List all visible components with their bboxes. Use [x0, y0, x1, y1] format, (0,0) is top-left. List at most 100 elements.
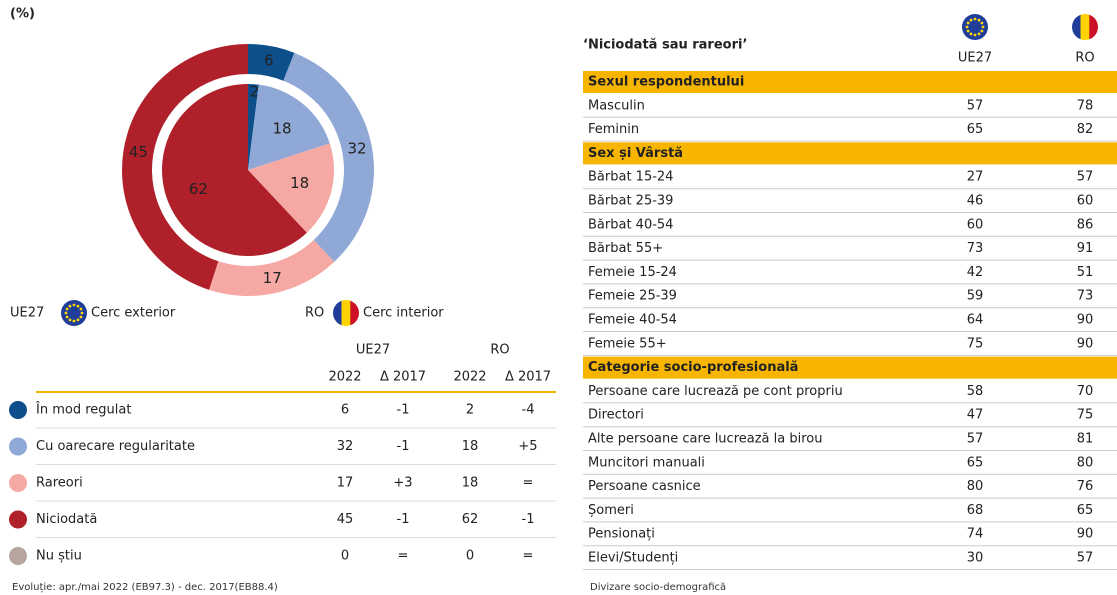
ro-flag: [1072, 14, 1098, 40]
table-value: 2: [466, 403, 474, 418]
table-value: 75: [1077, 408, 1094, 423]
row-label: Masculin: [588, 98, 645, 113]
table-value: 65: [967, 122, 984, 137]
table-value: 73: [967, 241, 984, 256]
table-value: 74: [967, 527, 984, 542]
category-label: Cu oarecare regularitate: [36, 439, 195, 454]
table-value: 0: [341, 549, 349, 564]
legend-swatch: [9, 437, 27, 456]
data-label: 6: [264, 51, 274, 69]
donut-segment: [248, 44, 295, 81]
section-band: [583, 356, 1117, 379]
legend-label: RO: [305, 306, 324, 321]
donut-segment: [209, 239, 335, 296]
table-value: 90: [1077, 527, 1094, 542]
row-label: Bărbat 15-24: [588, 170, 673, 185]
row-label: Persoane casnice: [588, 479, 701, 494]
table-value: 18: [462, 476, 479, 491]
legend-label: Cerc exterior: [91, 306, 176, 321]
footnote: Divizare socio-demografică: [590, 582, 726, 593]
table-value: 76: [1077, 479, 1094, 494]
table-delta: -1: [397, 512, 410, 527]
table-value: 57: [967, 432, 984, 447]
table-delta: =: [398, 549, 409, 564]
table-delta: -1: [397, 403, 410, 418]
table-value: 30: [967, 551, 984, 566]
section-band: [583, 71, 1117, 93]
table-value: 62: [462, 512, 479, 527]
ro-flag: [333, 300, 359, 326]
data-label: 32: [347, 140, 366, 158]
table-value: 27: [967, 170, 984, 185]
footnote: Evoluție: apr./mai 2022 (EB97.3) - dec. …: [12, 582, 278, 593]
table-value: 68: [967, 503, 984, 518]
table-value: 42: [967, 265, 984, 280]
table-value: 80: [1077, 455, 1094, 470]
table-value: 60: [1077, 194, 1094, 209]
table-value: 70: [1077, 384, 1094, 399]
table-value: 18: [462, 439, 479, 454]
table-value: 47: [967, 408, 984, 423]
table-value: 65: [1077, 503, 1094, 518]
section-header: Sex și Vârstă: [588, 146, 683, 161]
row-label: Femeie 40-54: [588, 313, 677, 328]
row-label: Persoane care lucrează pe cont propriu: [588, 384, 843, 399]
row-label: Șomeri: [588, 503, 634, 518]
table-value: 58: [967, 384, 984, 399]
row-label: Bărbat 55+: [588, 241, 663, 256]
category-label: Rareori: [36, 476, 83, 491]
table-value: 91: [1077, 241, 1094, 256]
table-value: 0: [466, 549, 474, 564]
table-value: 57: [967, 98, 984, 113]
row-label: Femeie 55+: [588, 336, 667, 351]
category-label: Nu știu: [36, 549, 82, 564]
table-value: 78: [1077, 98, 1094, 113]
table-value: 32: [337, 439, 354, 454]
category-label: În mod regulat: [35, 402, 131, 418]
legend-label: UE27: [10, 306, 44, 321]
table-value: 64: [967, 313, 984, 328]
sub-header: 2022: [453, 370, 486, 385]
data-label: 62: [189, 180, 208, 198]
legend-swatch: [9, 510, 27, 529]
donut-segment: [283, 52, 374, 262]
row-label: Feminin: [588, 122, 639, 137]
eu-flag: [962, 14, 988, 40]
data-label: 45: [129, 143, 148, 161]
sub-header: 2022: [328, 370, 361, 385]
table-value: 6: [341, 403, 349, 418]
section-header: Sexul respondentului: [588, 75, 744, 90]
legend-swatch: [9, 401, 27, 419]
table-value: 80: [967, 479, 984, 494]
sub-header: Δ 2017: [505, 370, 551, 385]
row-label: Bărbat 25-39: [588, 194, 673, 209]
table-value: 57: [1077, 551, 1094, 566]
data-label: 18: [272, 119, 291, 137]
table-delta: =: [523, 476, 534, 491]
column-header: RO: [490, 343, 509, 358]
donut-segment: [248, 143, 334, 233]
data-label: 2: [250, 83, 260, 101]
table-value: 90: [1077, 313, 1094, 328]
row-label: Pensionați: [588, 527, 655, 542]
data-label: 17: [263, 269, 282, 287]
table-value: 17: [337, 476, 354, 491]
section-header: Categorie socio-profesională: [588, 360, 798, 375]
table-delta: +5: [518, 439, 537, 454]
row-label: Alte persoane care lucrează la birou: [588, 432, 822, 447]
table-value: 73: [1077, 289, 1094, 304]
table-delta: -1: [397, 439, 410, 454]
table-value: 75: [967, 336, 984, 351]
table-title: ‘Niciodată sau rareori’: [583, 38, 747, 53]
table-value: 46: [967, 194, 984, 209]
table-value: 65: [967, 455, 984, 470]
sub-header: Δ 2017: [380, 370, 426, 385]
legend-swatch: [9, 474, 27, 492]
legend-label: Cerc interior: [363, 306, 444, 321]
table-delta: =: [523, 549, 534, 564]
table-delta: -4: [522, 403, 535, 418]
row-label: Bărbat 40-54: [588, 217, 673, 232]
table-value: 60: [967, 217, 984, 232]
section-band: [583, 142, 1117, 165]
table-value: 59: [967, 289, 984, 304]
